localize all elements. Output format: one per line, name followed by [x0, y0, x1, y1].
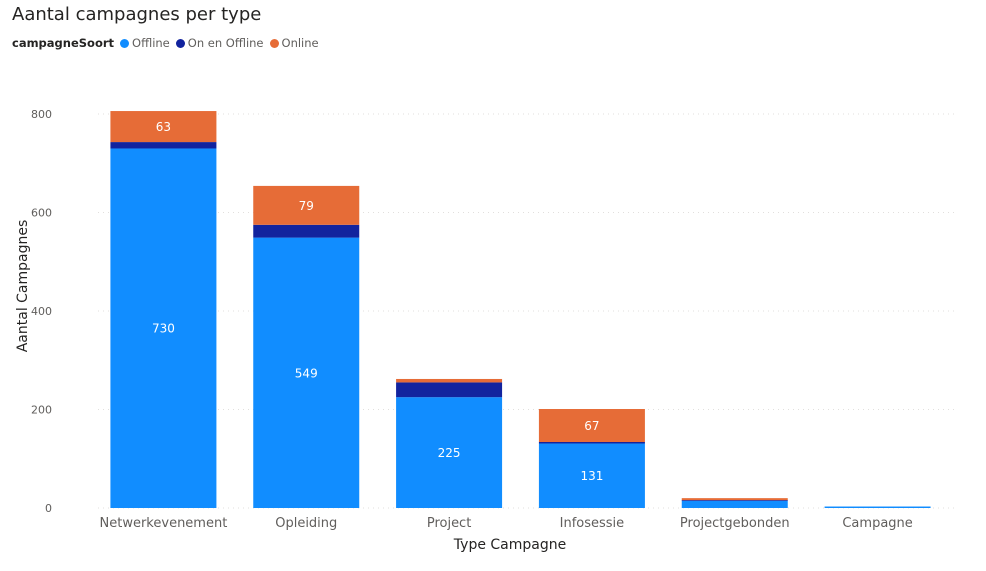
bar-segment[interactable]: [253, 224, 360, 238]
x-tick-label: Project: [427, 516, 471, 531]
data-label: 225: [438, 446, 461, 460]
bar-segment[interactable]: [681, 500, 788, 508]
bar-segment[interactable]: [396, 382, 503, 398]
bar-segment[interactable]: [253, 237, 360, 508]
legend-label-on-en-offline: On en Offline: [187, 36, 264, 50]
y-tick-label: 800: [31, 108, 52, 121]
legend: campagneSoort Offline On en Offline Onli…: [12, 36, 325, 50]
data-label: 730: [152, 322, 175, 336]
legend-dot-on-en-offline: [175, 38, 185, 48]
bar-segment[interactable]: [824, 506, 931, 508]
legend-label-offline: Offline: [132, 36, 170, 50]
legend-dot-online: [269, 38, 279, 48]
x-axis-ticks: Netwerkevenement Opleiding Project Infosess…: [100, 516, 913, 531]
gridlines: [98, 113, 955, 509]
y-tick-label: 0: [45, 502, 52, 515]
bar-segment[interactable]: [538, 442, 645, 444]
y-axis-ticks: 0 200 400 600 800: [31, 108, 52, 515]
legend-item-on-en-offline[interactable]: On en Offline: [175, 36, 264, 50]
data-label: 67: [584, 419, 599, 433]
x-tick-label: Opleiding: [275, 516, 337, 531]
bar-segment[interactable]: [681, 498, 788, 501]
bar-segment[interactable]: [681, 500, 788, 501]
y-tick-label: 200: [31, 404, 52, 417]
legend-item-offline[interactable]: Offline: [120, 36, 170, 50]
legend-label-online: Online: [281, 36, 319, 50]
bar-segment[interactable]: [396, 397, 503, 508]
bar-segment[interactable]: [538, 443, 645, 508]
bar-segment[interactable]: [110, 111, 217, 143]
x-tick-label: Campagne: [842, 516, 912, 531]
x-tick-label: Netwerkevenement: [100, 516, 228, 531]
x-tick-label: Infosessie: [560, 516, 625, 531]
data-label: 63: [156, 120, 171, 134]
chart-title: Aantal campagnes per type: [12, 4, 262, 25]
y-axis-label: Aantal Campagnes: [15, 220, 31, 353]
x-tick-label: Projectgebonden: [680, 516, 790, 531]
bar-segment[interactable]: [110, 148, 217, 508]
data-label: 79: [299, 199, 314, 213]
bar-segment[interactable]: [396, 378, 503, 383]
data-label: 131: [580, 469, 603, 483]
bar-segment[interactable]: [253, 185, 360, 225]
data-label: 549: [295, 366, 318, 380]
legend-dot-offline: [120, 38, 130, 48]
y-tick-label: 400: [31, 305, 52, 318]
legend-item-online[interactable]: Online: [269, 36, 319, 50]
bar-segment[interactable]: [110, 142, 217, 149]
y-tick-label: 600: [31, 207, 52, 220]
x-axis-label: Type Campagne: [453, 537, 566, 553]
bar-segment[interactable]: [538, 409, 645, 443]
legend-title: campagneSoort: [12, 36, 115, 50]
bars: 730 63 549 79 225 131 67: [110, 111, 931, 508]
